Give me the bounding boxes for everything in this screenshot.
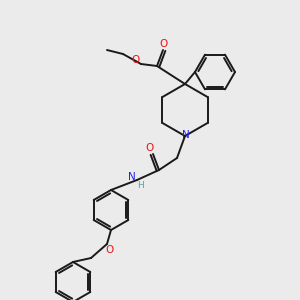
Text: O: O <box>159 39 167 49</box>
Text: O: O <box>105 245 113 255</box>
Text: N: N <box>182 130 190 140</box>
Text: O: O <box>146 143 154 153</box>
Text: H: H <box>138 181 144 190</box>
Text: N: N <box>128 172 136 182</box>
Text: O: O <box>132 55 140 65</box>
